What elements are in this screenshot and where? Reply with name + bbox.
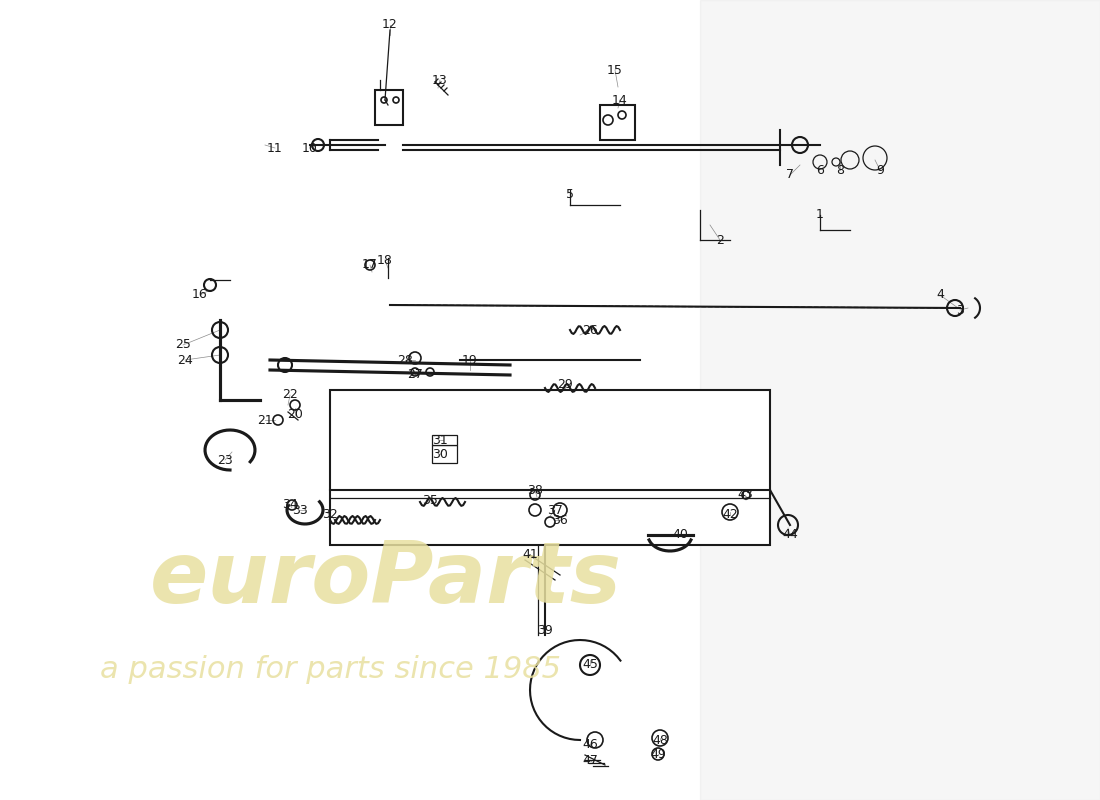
Bar: [375, 90, 403, 125]
Text: 19: 19: [462, 354, 477, 366]
Text: 38: 38: [527, 483, 543, 497]
Text: 41: 41: [522, 549, 538, 562]
Text: 16: 16: [192, 289, 208, 302]
Text: 2: 2: [716, 234, 724, 246]
Text: 8: 8: [836, 163, 844, 177]
Text: 18: 18: [377, 254, 393, 266]
Text: 21: 21: [257, 414, 273, 426]
Text: 17: 17: [362, 258, 378, 271]
Text: 49: 49: [650, 749, 666, 762]
Text: 45: 45: [582, 658, 598, 671]
Text: 43: 43: [737, 489, 752, 502]
Text: 14: 14: [612, 94, 628, 106]
Text: 25: 25: [175, 338, 191, 351]
Text: 32: 32: [322, 509, 338, 522]
Text: 11: 11: [267, 142, 283, 154]
Polygon shape: [700, 0, 1100, 800]
Text: 31: 31: [432, 434, 448, 446]
Text: 10: 10: [302, 142, 318, 154]
Text: 15: 15: [607, 63, 623, 77]
Text: euroParts: euroParts: [150, 538, 622, 622]
Text: 36: 36: [552, 514, 568, 526]
Text: 40: 40: [672, 529, 688, 542]
Text: 28: 28: [397, 354, 412, 366]
Text: 12: 12: [382, 18, 398, 31]
Text: 3: 3: [956, 303, 964, 317]
Text: 4: 4: [936, 289, 944, 302]
Text: 42: 42: [722, 509, 738, 522]
Text: 24: 24: [177, 354, 192, 366]
Text: 35: 35: [422, 494, 438, 506]
Text: 7: 7: [786, 169, 794, 182]
Text: 5: 5: [566, 189, 574, 202]
Text: 22: 22: [282, 389, 298, 402]
Text: 9: 9: [876, 163, 884, 177]
Text: 20: 20: [287, 409, 303, 422]
Text: 6: 6: [816, 163, 824, 177]
Text: a passion for parts since 1985: a passion for parts since 1985: [100, 655, 561, 685]
Bar: [432, 445, 456, 463]
Bar: [432, 435, 456, 445]
Text: 1: 1: [816, 209, 824, 222]
Text: 46: 46: [582, 738, 598, 751]
Text: 27: 27: [407, 369, 422, 382]
Text: 33: 33: [293, 503, 308, 517]
Bar: [600, 105, 635, 140]
Text: 44: 44: [782, 529, 797, 542]
Text: 26: 26: [582, 323, 598, 337]
Text: 23: 23: [217, 454, 233, 466]
Text: 47: 47: [582, 754, 598, 766]
Text: 29: 29: [557, 378, 573, 391]
Text: 13: 13: [432, 74, 448, 86]
Text: 37: 37: [547, 503, 563, 517]
Text: 30: 30: [432, 449, 448, 462]
Bar: [330, 390, 770, 545]
Text: 34: 34: [282, 498, 298, 511]
Text: 39: 39: [537, 623, 553, 637]
Text: 48: 48: [652, 734, 668, 746]
